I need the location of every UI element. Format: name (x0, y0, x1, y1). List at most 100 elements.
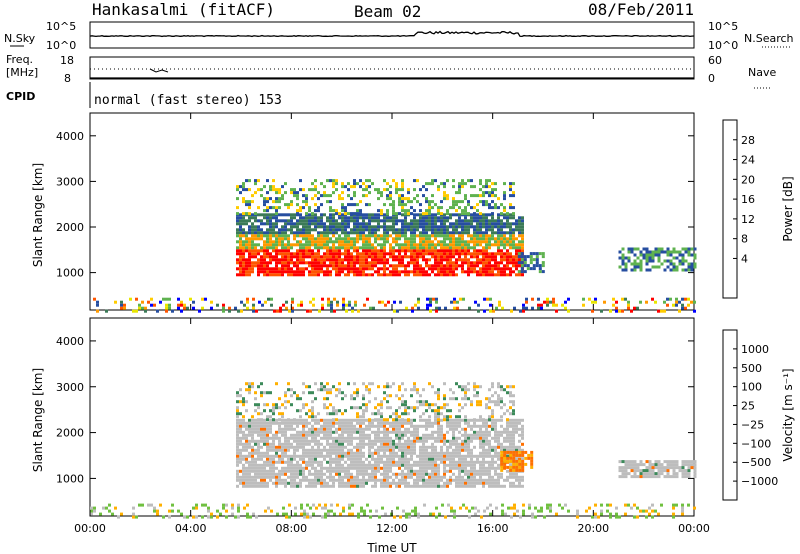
data-cell (257, 463, 260, 467)
data-cell (464, 472, 467, 476)
data-cell (314, 466, 317, 470)
data-cell (681, 247, 685, 251)
data-cell (582, 297, 585, 301)
data-cell (320, 481, 323, 485)
data-cell (317, 445, 320, 449)
data-cell (449, 460, 452, 464)
data-cell (648, 268, 652, 272)
data-cell (497, 457, 500, 461)
data-cell (491, 457, 494, 461)
data-cell (512, 445, 515, 449)
data-cell (323, 261, 326, 265)
data-cell (416, 469, 419, 473)
data-cell (503, 237, 506, 241)
data-cell (675, 250, 679, 254)
data-cell (332, 219, 335, 223)
data-cell (440, 270, 443, 274)
data-cell (666, 259, 670, 263)
data-cell (443, 237, 446, 241)
data-cell (350, 197, 353, 201)
data-cell (383, 475, 386, 479)
data-cell (509, 216, 512, 220)
data-cell (359, 451, 362, 455)
data-cell (281, 472, 284, 476)
data-cell (416, 200, 419, 204)
data-cell (467, 200, 470, 204)
data-cell (470, 264, 473, 268)
data-cell (419, 472, 422, 476)
data-cell (320, 430, 323, 434)
data-cell (236, 427, 239, 431)
data-cell (239, 400, 242, 404)
data-cell (422, 270, 425, 274)
data-cell (437, 475, 440, 479)
data-cell (255, 309, 258, 313)
data-cell (332, 243, 335, 247)
data-cell (684, 247, 688, 251)
data-cell (506, 454, 509, 458)
data-cell (494, 222, 497, 226)
data-cell (446, 237, 449, 241)
data-cell (368, 424, 371, 428)
data-cell (422, 445, 425, 449)
data-cell (305, 463, 308, 467)
data-cell (532, 252, 536, 256)
data-cell (449, 243, 452, 247)
data-cell (299, 466, 302, 470)
data-cell (494, 188, 497, 192)
data-cell (398, 243, 401, 247)
data-cell (503, 222, 506, 226)
data-cell (506, 385, 509, 389)
data-cell (401, 412, 404, 416)
data-cell (404, 225, 407, 229)
data-cell (434, 252, 437, 256)
data-cell (377, 270, 380, 274)
data-cell (290, 421, 293, 425)
data-cell (485, 403, 488, 407)
data-cell (413, 448, 416, 452)
data-cell (435, 309, 438, 313)
data-cell (350, 466, 353, 470)
data-cell (437, 457, 440, 461)
data-cell (302, 255, 305, 259)
data-cell (434, 273, 437, 277)
data-cell (368, 267, 371, 271)
data-cell (263, 197, 266, 201)
data-cell (446, 197, 449, 201)
data-cell (407, 200, 410, 204)
data-cell (479, 194, 482, 198)
data-cell (344, 243, 347, 247)
data-cell (666, 469, 670, 473)
data-cell (353, 246, 356, 250)
data-cell (347, 472, 350, 476)
data-cell (341, 448, 344, 452)
data-cell (630, 475, 634, 479)
data-cell (383, 397, 386, 401)
data-cell (410, 448, 413, 452)
data-cell (482, 472, 485, 476)
data-cell (242, 457, 245, 461)
data-cell (320, 225, 323, 229)
data-cell (377, 469, 380, 473)
data-cell (314, 439, 317, 443)
data-cell (491, 222, 494, 226)
data-cell (419, 469, 422, 473)
data-cell (323, 243, 326, 247)
data-cell (308, 219, 311, 223)
data-cell (353, 191, 356, 195)
data-cell (512, 222, 515, 226)
data-cell (380, 255, 383, 259)
data-cell (398, 203, 401, 207)
data-cell (317, 252, 320, 256)
data-cell (326, 418, 329, 422)
data-cell (669, 463, 673, 467)
data-cell (368, 228, 371, 232)
data-cell (431, 222, 434, 226)
data-cell (350, 448, 353, 452)
data-cell (159, 503, 162, 507)
data-cell (380, 225, 383, 229)
data-cell (353, 243, 356, 247)
data-cell (386, 385, 389, 389)
data-cell (236, 415, 239, 419)
data-cell (380, 243, 383, 247)
